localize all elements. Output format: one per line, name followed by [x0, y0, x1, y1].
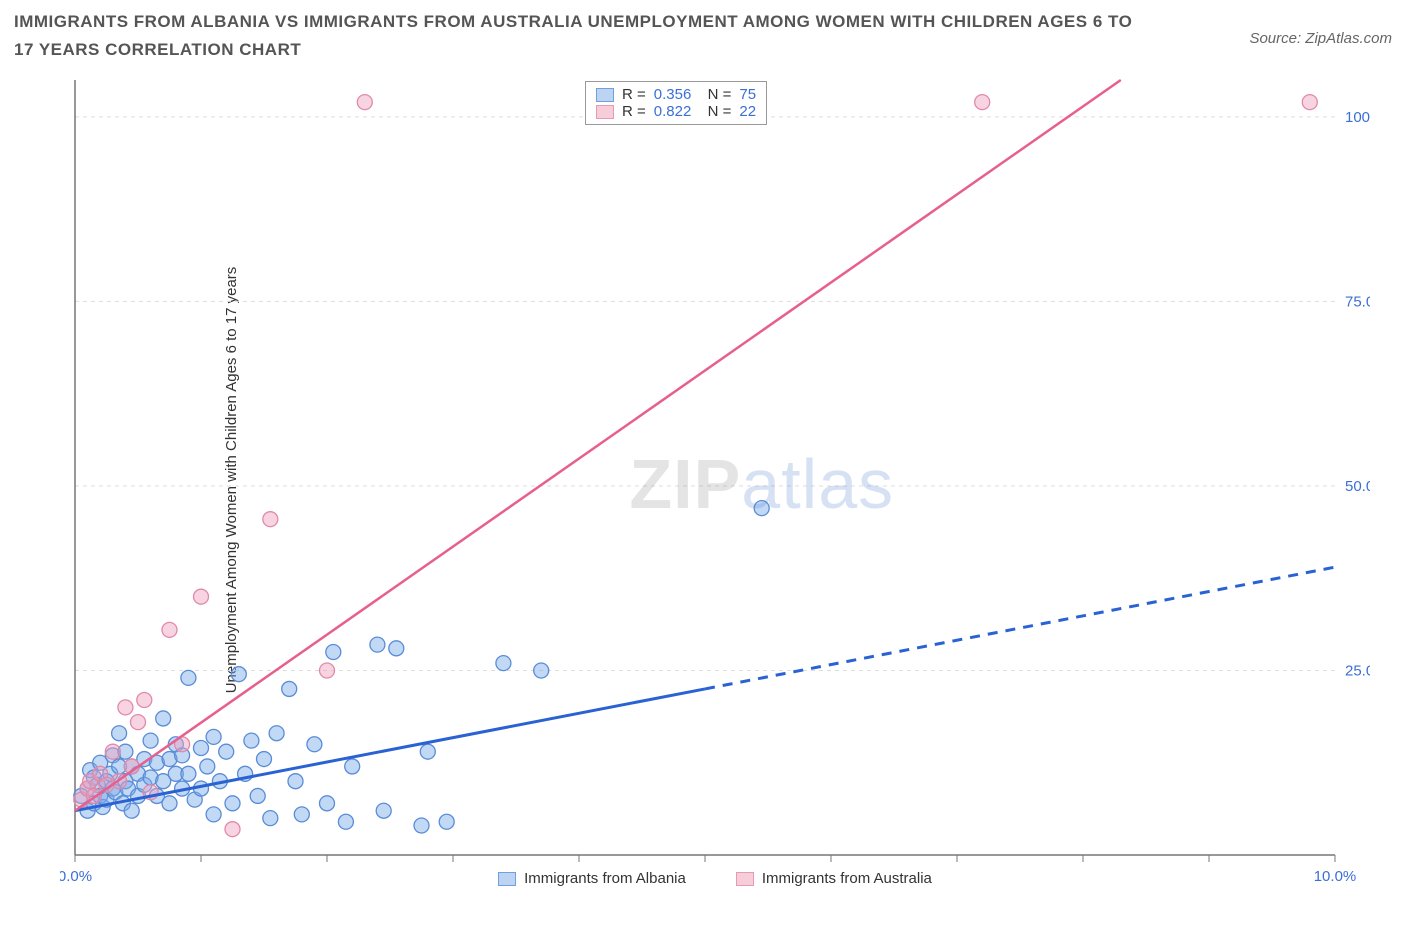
data-point-albania	[219, 744, 234, 759]
y-tick-label: 50.0%	[1345, 478, 1370, 495]
data-point-albania	[225, 796, 240, 811]
stats-row-australia: R = 0.822 N = 22	[596, 103, 756, 120]
data-point-albania	[376, 803, 391, 818]
legend-item-australia: Immigrants from Australia	[736, 870, 932, 887]
data-point-albania	[389, 641, 404, 656]
data-point-albania	[345, 759, 360, 774]
data-point-albania	[263, 811, 278, 826]
stats-box: R = 0.356 N = 75 R = 0.822 N = 22	[585, 81, 767, 125]
scatter-plot: 25.0%50.0%75.0%100.0%0.0%10.0%	[60, 75, 1370, 885]
data-point-australia	[263, 512, 278, 527]
data-point-albania	[257, 752, 272, 767]
n-value-australia: 22	[739, 103, 756, 120]
data-point-albania	[320, 796, 335, 811]
data-point-albania	[269, 726, 284, 741]
data-point-albania	[420, 744, 435, 759]
data-point-albania	[282, 681, 297, 696]
data-point-albania	[231, 667, 246, 682]
n-value-albania: 75	[739, 86, 756, 103]
chart-container: IMMIGRANTS FROM ALBANIA VS IMMIGRANTS FR…	[0, 0, 1406, 930]
data-point-albania	[206, 807, 221, 822]
r-label: R =	[622, 103, 646, 120]
data-point-albania	[200, 759, 215, 774]
chart-title: IMMIGRANTS FROM ALBANIA VS IMMIGRANTS FR…	[14, 8, 1134, 64]
data-point-australia	[194, 589, 209, 604]
data-point-albania	[156, 711, 171, 726]
data-point-australia	[225, 822, 240, 837]
stats-row-albania: R = 0.356 N = 75	[596, 86, 756, 103]
data-point-albania	[754, 501, 769, 516]
data-point-albania	[181, 670, 196, 685]
data-point-albania	[244, 733, 259, 748]
r-value-albania: 0.356	[654, 86, 692, 103]
data-point-albania	[250, 788, 265, 803]
data-point-albania	[326, 645, 341, 660]
data-point-albania	[112, 726, 127, 741]
data-point-albania	[194, 740, 209, 755]
swatch-australia	[596, 105, 614, 119]
data-point-australia	[162, 622, 177, 637]
data-point-albania	[143, 733, 158, 748]
legend-item-albania: Immigrants from Albania	[498, 870, 686, 887]
trendline-australia	[75, 80, 1121, 811]
data-point-albania	[338, 814, 353, 829]
data-point-australia	[975, 95, 990, 110]
data-point-australia	[357, 95, 372, 110]
data-point-australia	[118, 700, 133, 715]
header-row: IMMIGRANTS FROM ALBANIA VS IMMIGRANTS FR…	[14, 8, 1392, 64]
legend-label-australia: Immigrants from Australia	[762, 870, 932, 887]
n-label: N =	[699, 103, 731, 120]
trendline-albania	[75, 689, 705, 811]
data-point-albania	[534, 663, 549, 678]
data-point-australia	[1302, 95, 1317, 110]
legend: Immigrants from Albania Immigrants from A…	[60, 870, 1370, 887]
data-point-albania	[439, 814, 454, 829]
data-point-albania	[124, 803, 139, 818]
source-label: Source: ZipAtlas.com	[1249, 30, 1392, 47]
r-label: R =	[622, 86, 646, 103]
data-point-albania	[288, 774, 303, 789]
data-point-albania	[294, 807, 309, 822]
data-point-albania	[181, 766, 196, 781]
data-point-albania	[496, 656, 511, 671]
plot-area: Unemployment Among Women with Children A…	[60, 75, 1370, 885]
data-point-albania	[307, 737, 322, 752]
y-tick-label: 75.0%	[1345, 293, 1370, 310]
n-label: N =	[699, 86, 731, 103]
data-point-albania	[162, 796, 177, 811]
data-point-australia	[137, 693, 152, 708]
data-point-australia	[105, 744, 120, 759]
r-value-australia: 0.822	[654, 103, 692, 120]
y-tick-label: 25.0%	[1345, 662, 1370, 679]
data-point-australia	[131, 715, 146, 730]
y-tick-label: 100.0%	[1345, 109, 1370, 126]
data-point-australia	[320, 663, 335, 678]
swatch-albania	[596, 88, 614, 102]
swatch-australia	[736, 872, 754, 886]
data-point-albania	[370, 637, 385, 652]
data-point-albania	[414, 818, 429, 833]
legend-label-albania: Immigrants from Albania	[524, 870, 686, 887]
swatch-albania	[498, 872, 516, 886]
data-point-albania	[206, 729, 221, 744]
